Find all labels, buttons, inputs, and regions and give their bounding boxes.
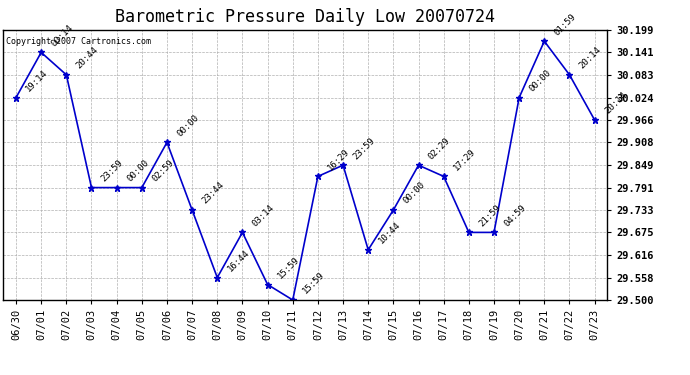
Text: 23:59: 23:59 (100, 158, 125, 183)
Text: Copyright 2007 Cartronics.com: Copyright 2007 Cartronics.com (6, 37, 152, 46)
Text: 20:44: 20:44 (75, 45, 100, 70)
Text: 21:59: 21:59 (477, 203, 502, 228)
Title: Barometric Pressure Daily Low 20070724: Barometric Pressure Daily Low 20070724 (115, 8, 495, 26)
Text: 00:00: 00:00 (402, 180, 427, 206)
Text: 00:00: 00:00 (527, 68, 553, 93)
Text: 00:00: 00:00 (175, 113, 201, 138)
Text: 04:59: 04:59 (502, 203, 528, 228)
Text: 20:14: 20:14 (603, 90, 629, 116)
Text: 23:44: 23:44 (201, 180, 226, 206)
Text: 00:14: 00:14 (50, 23, 75, 48)
Text: 01:59: 01:59 (553, 12, 578, 37)
Text: 19:14: 19:14 (24, 68, 50, 93)
Text: 20:14: 20:14 (578, 45, 603, 70)
Text: 15:59: 15:59 (276, 255, 302, 280)
Text: 16:44: 16:44 (226, 248, 251, 273)
Text: 02:59: 02:59 (150, 158, 175, 183)
Text: 23:59: 23:59 (351, 136, 377, 161)
Text: 00:00: 00:00 (125, 158, 150, 183)
Text: 03:14: 03:14 (250, 203, 276, 228)
Text: 16:29: 16:29 (326, 147, 352, 172)
Text: 02:29: 02:29 (427, 136, 452, 161)
Text: 15:59: 15:59 (301, 270, 326, 296)
Text: 10:44: 10:44 (377, 220, 402, 246)
Text: 17:29: 17:29 (452, 147, 477, 172)
